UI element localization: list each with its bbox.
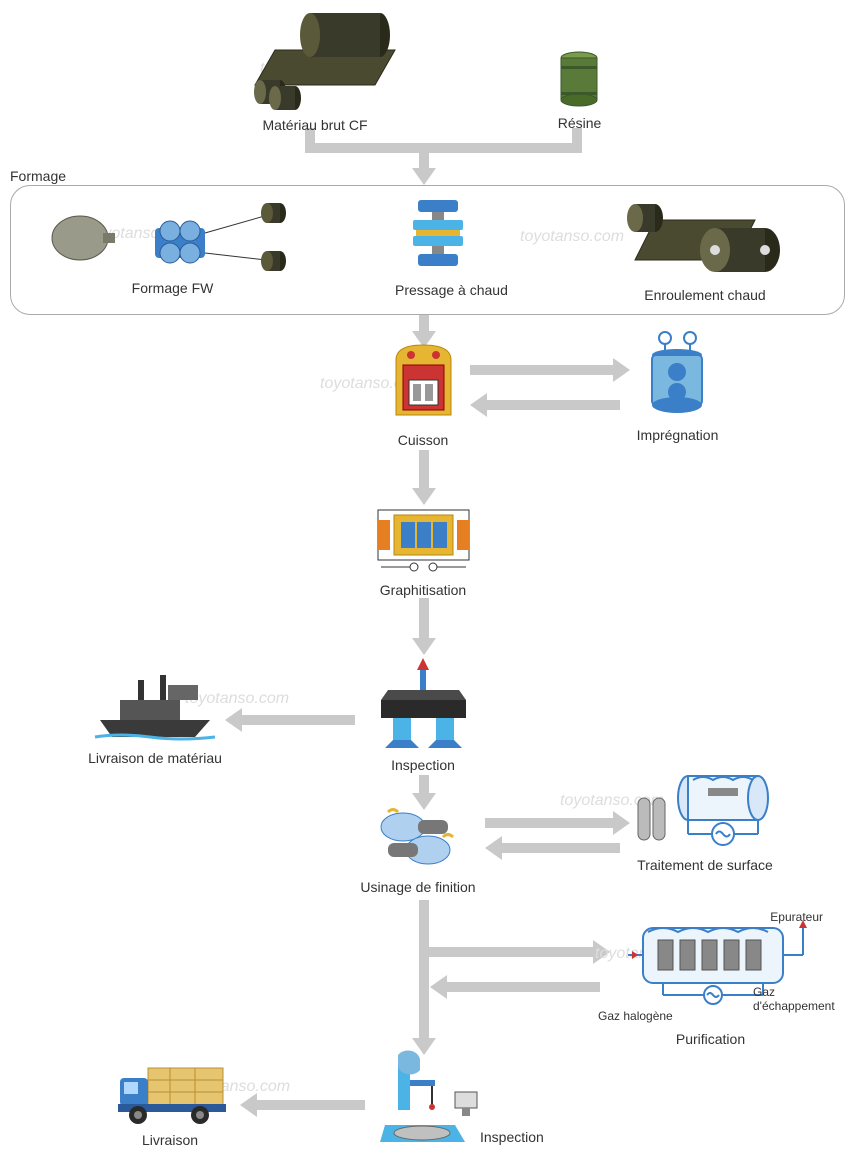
node-hot-press: Pressage à chaud <box>395 195 480 298</box>
raw-material-icon <box>230 10 400 110</box>
node-surface: Traitement de surface <box>620 768 790 873</box>
impregnation-icon <box>640 330 715 420</box>
hot-press-icon <box>408 195 468 275</box>
graphitization-icon <box>376 500 471 575</box>
node-inspection1: Inspection <box>368 650 478 773</box>
fw-icon <box>45 203 300 273</box>
hot-roll-label: Enroulement chaud <box>605 287 805 303</box>
node-purification: Epurateur Gaz halogène Gaz d'échappement… <box>598 910 823 1047</box>
baking-icon <box>391 340 456 425</box>
impregnation-label: Imprégnation <box>635 427 720 443</box>
node-impregnation: Imprégnation <box>635 330 720 443</box>
ship-icon <box>90 665 220 743</box>
surface-icon <box>633 768 778 850</box>
node-graphitization: Graphitisation <box>373 500 473 598</box>
node-hot-roll: Enroulement chaud <box>605 200 805 303</box>
raw-material-label: Matériau brut CF <box>220 117 410 133</box>
resin-label: Résine <box>552 115 607 131</box>
node-fw-forming: Formage FW <box>45 203 300 296</box>
node-raw-material: Matériau brut CF <box>220 10 410 133</box>
node-baking: Cuisson <box>388 340 458 448</box>
finish-icon <box>363 802 473 872</box>
node-ship: Livraison de matériau <box>80 665 230 766</box>
graphitization-label: Graphitisation <box>373 582 473 598</box>
truck-label: Livraison <box>105 1132 235 1148</box>
hot-roll-icon <box>620 200 790 280</box>
node-resin: Résine <box>552 48 607 131</box>
surface-label: Traitement de surface <box>620 857 790 873</box>
ship-label: Livraison de matériau <box>80 750 230 766</box>
purification-scrubber-label: Epurateur <box>770 910 823 924</box>
purification-gas-in-label: Gaz halogène <box>598 1009 673 1023</box>
node-finish: Usinage de finition <box>358 802 478 895</box>
hot-press-label: Pressage à chaud <box>395 282 480 298</box>
truck-icon <box>110 1060 230 1125</box>
finish-label: Usinage de finition <box>358 879 478 895</box>
resin-icon <box>557 48 602 108</box>
node-truck: Livraison <box>105 1060 235 1148</box>
node-inspection2: Inspection <box>375 1050 485 1148</box>
group-forming-title: Formage <box>10 168 66 184</box>
baking-label: Cuisson <box>388 432 458 448</box>
inspection2-label: Inspection <box>480 1129 544 1145</box>
inspection1-label: Inspection <box>368 757 478 773</box>
purification-gas-out-label-1: Gaz <box>753 985 853 999</box>
inspection1-icon <box>371 650 476 750</box>
purification-label: Purification <box>598 1031 823 1047</box>
purification-gas-out-label-2: d'échappement <box>753 999 853 1013</box>
inspection2-icon <box>380 1050 480 1145</box>
fw-label: Formage FW <box>45 280 300 296</box>
